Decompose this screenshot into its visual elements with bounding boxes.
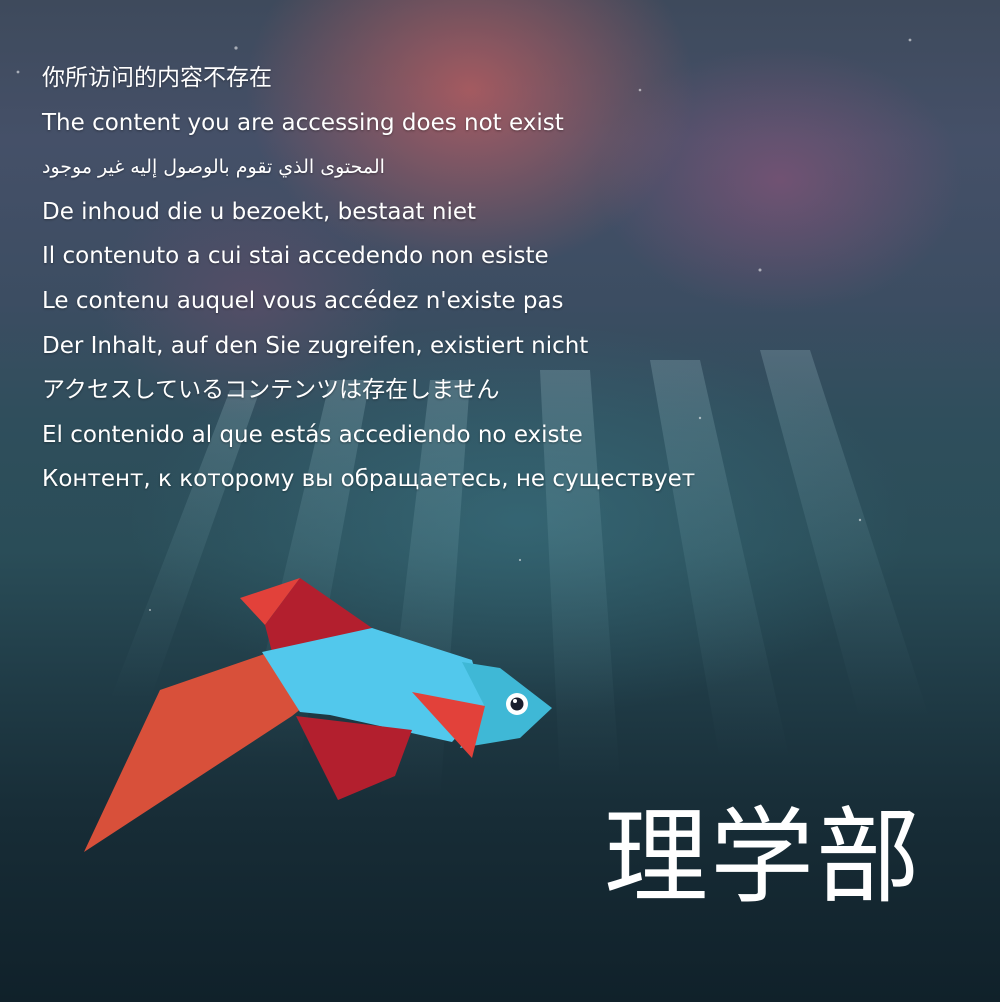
- message-italian: Il contenuto a cui stai accedendo non es…: [42, 243, 549, 270]
- fish-pectoral-fin: [412, 692, 485, 758]
- fish-pupil: [510, 697, 524, 711]
- fish-dorsal-fin: [265, 578, 372, 652]
- fish-body: [262, 628, 485, 742]
- fish-anal-fin: [296, 716, 412, 800]
- fish-tail-fin: [84, 648, 312, 852]
- message-spanish: El contenido al que estás accediendo no …: [42, 421, 583, 448]
- message-german: Der Inhalt, auf den Sie zugreifen, exist…: [42, 332, 589, 359]
- fish-head: [460, 662, 552, 748]
- message-dutch: De inhoud die u bezoekt, bestaat niet: [42, 198, 477, 225]
- department-title: 理学部: [604, 796, 923, 918]
- not-found-message-list: 你所访问的内容不存在 The content you are accessing…: [42, 58, 742, 504]
- message-chinese: 你所访问的内容不存在: [42, 65, 272, 91]
- message-french: Le contenu auquel vous accédez n'existe …: [42, 287, 564, 314]
- message-russian: Контент, к которому вы обращаетесь, не с…: [42, 466, 696, 493]
- message-japanese: アクセスしているコンテンツは存在しません: [42, 377, 500, 404]
- fish-dorsal-fin-top: [240, 578, 300, 625]
- message-arabic: المحتوى الذي تقوم بالوصول إليه غير موجود: [42, 156, 385, 179]
- betta-fish-illustration: [84, 578, 552, 852]
- message-english: The content you are accessing does not e…: [42, 109, 564, 136]
